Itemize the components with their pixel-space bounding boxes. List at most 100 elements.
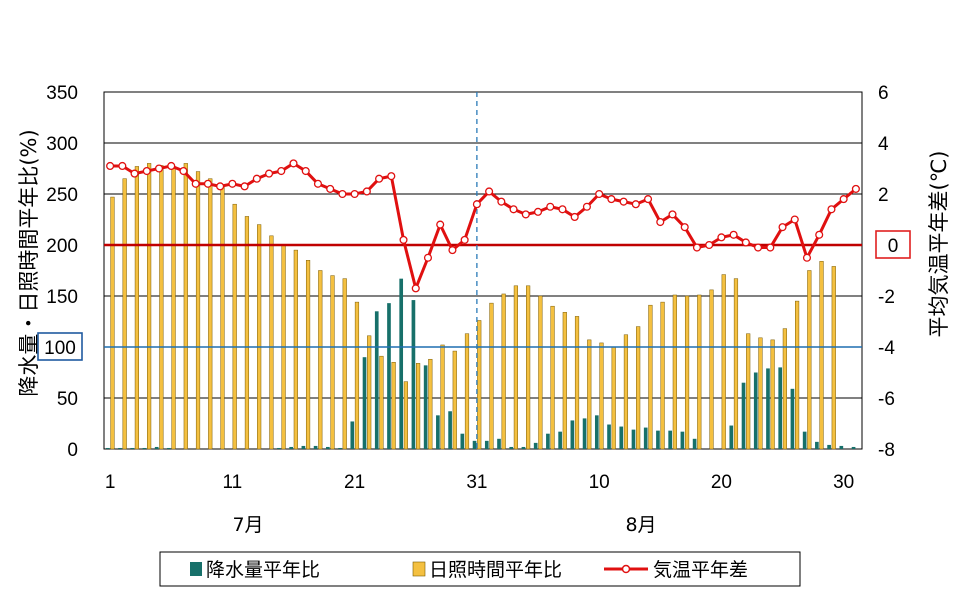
legend-swatch-precip: [190, 562, 202, 576]
temp-point: [595, 189, 604, 199]
x-tick-label: 31: [466, 472, 487, 493]
precip-bar: [546, 433, 550, 449]
temp-point: [423, 253, 433, 262]
temp-point: [851, 184, 860, 193]
temp-point: [754, 243, 763, 252]
precip-bar: [326, 446, 330, 449]
ref-100-label: 100: [44, 338, 76, 359]
temp-point: [106, 161, 115, 171]
precip-bar: [472, 440, 477, 449]
legend-label-temp: 気温平年差: [653, 559, 748, 581]
temp-point: [179, 167, 188, 176]
sun-bar: [758, 337, 763, 450]
temp-point: [154, 164, 164, 173]
sun-bar: [293, 249, 298, 450]
precip-bar: [289, 446, 293, 449]
temp-point: [264, 169, 274, 178]
y-left-tick-label: 200: [46, 236, 78, 257]
precip-bar: [423, 365, 428, 449]
sun-bar: [526, 285, 531, 450]
sun-bar: [648, 304, 653, 450]
temp-point: [827, 205, 836, 214]
temp-point: [741, 238, 750, 247]
precip-bar: [497, 438, 501, 449]
legend-label-sun: 日照時間平年比: [429, 559, 562, 581]
precip-bar: [631, 429, 636, 449]
precip-bar: [142, 447, 147, 449]
precip-bar: [533, 442, 538, 449]
sun-bar: [379, 355, 384, 450]
temp-point: [485, 187, 494, 196]
precip-bar: [350, 421, 355, 449]
precip-bar: [766, 368, 770, 449]
y-left-tick-label: 350: [46, 83, 78, 104]
temp-point: [301, 167, 310, 176]
sun-bar: [440, 344, 445, 450]
reference-lines: [104, 92, 862, 449]
sun-bar: [110, 196, 115, 450]
legend-marker-temp: [621, 564, 631, 574]
sun-bar: [587, 339, 592, 450]
precip-bar: [399, 278, 404, 449]
x-tick-label: 20: [711, 472, 732, 493]
sun-bar: [782, 328, 787, 450]
sun-bar: [746, 333, 751, 450]
x-tick-label: 11: [223, 472, 243, 493]
temp-point: [326, 184, 335, 193]
x-tick-label: 10: [589, 472, 610, 493]
precip-bar: [827, 444, 831, 449]
temp-point: [472, 200, 481, 209]
temp-point: [680, 223, 689, 232]
temp-point: [118, 161, 127, 171]
y-right-tick-label: -2: [878, 287, 895, 308]
sun-bar: [623, 334, 629, 450]
y-right-tick-label: -6: [878, 389, 895, 410]
sun-bar: [391, 362, 396, 450]
temperature-line-series: [106, 159, 860, 293]
precip-bar: [362, 357, 367, 449]
precip-bar: [668, 430, 672, 449]
sun-bar: [257, 224, 262, 450]
sun-bar: [428, 358, 433, 450]
temp-point: [570, 212, 579, 222]
month-label-july: 7月: [232, 514, 263, 536]
temp-point: [338, 189, 347, 199]
precip-bar: [521, 446, 526, 449]
temp-point: [790, 215, 799, 224]
precip-bar: [387, 303, 391, 449]
precip-bar: [815, 441, 819, 449]
y-left-tick-label: 50: [57, 389, 78, 410]
temp-point: [191, 179, 200, 188]
temp-point: [509, 205, 518, 214]
temp-point: [521, 210, 530, 219]
temp-point: [717, 233, 726, 242]
temp-point: [203, 179, 212, 188]
sun-bar: [464, 333, 470, 450]
precip-bar: [656, 430, 660, 449]
precip-bar: [619, 426, 624, 449]
temp-point: [313, 179, 323, 188]
sun-bar: [403, 381, 408, 450]
temp-point: [729, 230, 738, 239]
precip-bar: [374, 311, 379, 449]
sun-bar: [367, 335, 372, 450]
sun-bar: [208, 178, 213, 450]
temp-point: [619, 197, 628, 206]
sun-bar: [513, 285, 518, 450]
temp-point: [643, 195, 653, 204]
sun-bar: [452, 350, 457, 450]
temp-point: [289, 159, 298, 168]
temp-point: [277, 167, 286, 176]
temp-point: [252, 174, 261, 183]
temp-point: [216, 182, 225, 191]
sun-bar: [562, 312, 567, 450]
precip-bar: [778, 367, 783, 449]
ref-0-box: [875, 230, 911, 259]
legend-swatch-sun: [412, 561, 426, 577]
precip-bar: [105, 447, 110, 449]
precip-bar: [118, 447, 122, 449]
temp-point: [167, 161, 176, 171]
temp-point: [497, 197, 506, 206]
sun-bar: [538, 295, 543, 450]
temp-point: [607, 195, 616, 204]
